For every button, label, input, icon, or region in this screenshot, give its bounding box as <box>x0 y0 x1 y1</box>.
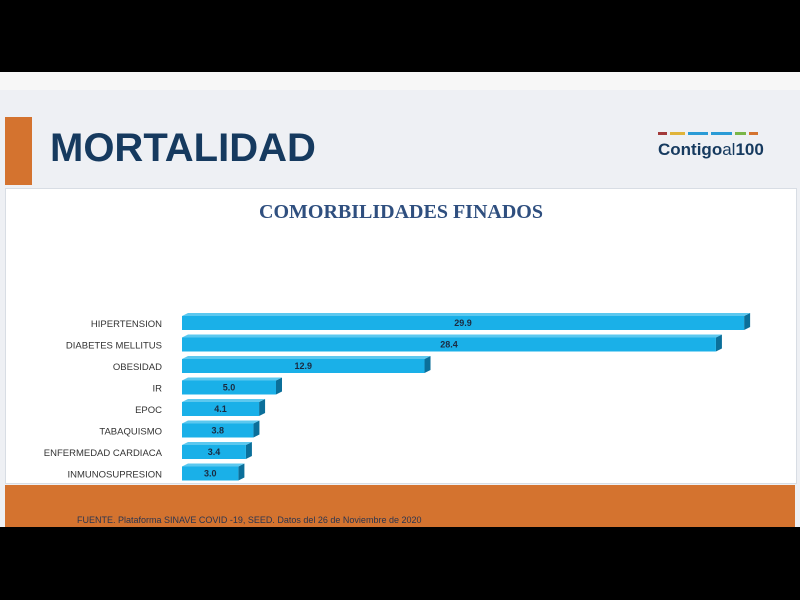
category-label: INMUNOSUPRESION <box>68 470 163 481</box>
bar-side <box>424 356 431 373</box>
logo-stripe <box>711 132 732 135</box>
bar-side <box>238 463 245 481</box>
bar-top <box>182 377 282 381</box>
logo-al: al <box>722 140 736 159</box>
bar-top <box>182 356 431 359</box>
data-label: 3.8 <box>211 426 224 436</box>
chart-panel: COMORBILIDADES FINADOS HIPERTENSION 29.9 D… <box>5 188 797 547</box>
bar <box>182 402 260 416</box>
bar-top <box>182 420 260 424</box>
category-label: OBESIDAD <box>113 362 162 373</box>
bar <box>182 466 239 481</box>
footer-band: FUENTE. Plataforma SINAVE COVID -19, SEE… <box>5 485 795 527</box>
source-note: FUENTE. Plataforma SINAVE COVID -19, SEE… <box>77 515 422 525</box>
bar-side <box>259 399 266 416</box>
bar-top <box>182 313 751 316</box>
bar <box>182 316 745 330</box>
category-label: TABAQUISMO <box>99 427 162 438</box>
bar <box>182 337 716 352</box>
logo-stripe <box>687 132 709 135</box>
page-title: MORTALIDAD <box>50 126 316 170</box>
bar <box>182 380 276 395</box>
slide: MORTALIDAD Contigoal100 COMORBILIDADES F… <box>0 72 800 547</box>
top-strip <box>0 72 800 90</box>
bar <box>182 359 425 373</box>
title-accent <box>5 117 32 185</box>
bar-side <box>715 334 722 352</box>
category-label: IR <box>153 384 163 395</box>
bar-top <box>182 334 722 338</box>
category-label: EPOC <box>135 405 162 416</box>
bar <box>182 445 246 459</box>
bar-chart: HIPERTENSION 29.9 DIABETES MELLITUS 28.4 OBE… <box>44 313 751 547</box>
logo-stripe <box>670 132 685 135</box>
bar-side <box>245 442 252 459</box>
category-label: DIABETES MELLITUS <box>66 341 162 352</box>
logo-brand: Contigo <box>658 140 723 159</box>
logo: Contigoal100 <box>658 132 764 160</box>
data-label: 12.9 <box>294 361 312 371</box>
data-label: 28.4 <box>440 340 458 350</box>
bar-side <box>276 377 282 395</box>
logo-stripe <box>748 132 758 135</box>
data-label: 5.0 <box>223 383 236 393</box>
category-label: ENFERMEDAD CARDIACA <box>44 448 163 459</box>
category-label: HIPERTENSION <box>91 319 162 330</box>
data-label: 3.0 <box>204 469 217 479</box>
data-label: 3.4 <box>208 447 221 457</box>
bar-top <box>182 399 266 402</box>
bar-top <box>182 463 245 467</box>
data-label: 4.1 <box>214 404 227 414</box>
bar <box>182 423 254 438</box>
chart-title: COMORBILIDADES FINADOS <box>259 201 543 223</box>
bar-side <box>253 420 260 438</box>
logo-stripe <box>734 132 746 135</box>
logo-num: 100 <box>735 140 764 159</box>
bar-top <box>182 442 252 445</box>
data-label: 29.9 <box>454 318 472 328</box>
bar-side <box>744 313 751 330</box>
logo-stripe <box>658 132 668 135</box>
